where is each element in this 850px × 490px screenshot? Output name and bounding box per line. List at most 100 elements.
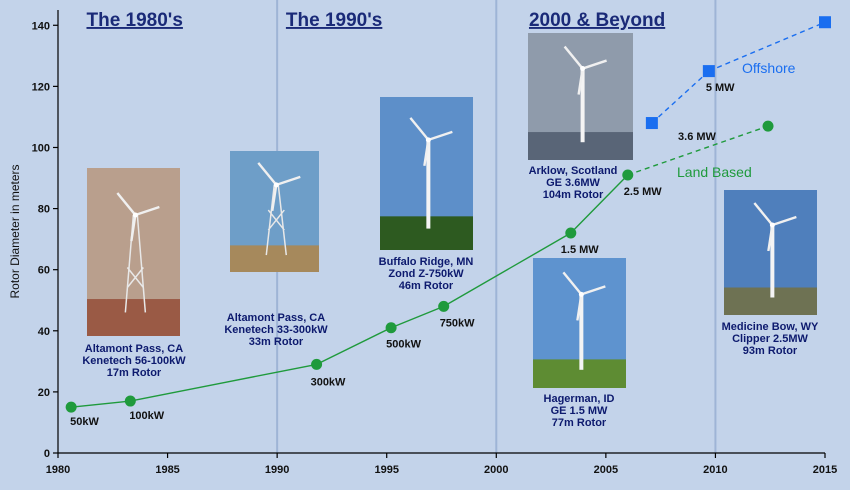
photo-caption-line: 93m Rotor	[743, 345, 798, 357]
era-titles: The 1980's The 1990's 2000 & Beyond	[86, 10, 665, 31]
data-point-label: 50kW	[70, 416, 99, 428]
y-tick-label: 20	[38, 387, 50, 399]
y-tick-label: 120	[32, 81, 50, 93]
photo-caption-line: Clipper 2.5MW	[732, 333, 808, 345]
photo-caption-line: 46m Rotor	[399, 280, 454, 292]
era-title-1: The 1990's	[286, 10, 382, 31]
photo-caption-line: 77m Rotor	[552, 417, 607, 429]
data-point-label: 5 MW	[706, 82, 735, 94]
series-segment	[130, 363, 317, 402]
photo-caption-line: Buffalo Ridge, MN	[379, 256, 474, 268]
y-tick-label: 100	[32, 142, 50, 154]
x-tick-label: 2000	[484, 464, 508, 476]
turbine-tower	[124, 214, 147, 313]
series-segment	[627, 125, 769, 176]
photo-ground	[230, 245, 319, 272]
y-tick-label: 80	[38, 204, 50, 216]
series-segment	[71, 400, 131, 408]
data-point-marker	[819, 16, 831, 29]
y-tick-label: 60	[38, 265, 50, 277]
data-point-marker	[565, 227, 577, 239]
turbine-blades	[409, 117, 453, 167]
data-point-label: 3.6 MW	[678, 131, 717, 143]
data-point-marker	[438, 300, 450, 312]
photo-caption-line: GE 3.6MW	[546, 177, 600, 189]
data-point-label: 1.5 MW	[561, 244, 600, 256]
photo-caption-line: Altamont Pass, CA	[227, 312, 325, 324]
turbine-blades	[257, 162, 301, 212]
data-point-label: 100kW	[129, 410, 164, 422]
data-point-marker	[622, 169, 634, 181]
turbine-hub	[578, 291, 584, 297]
turbine-hub	[132, 212, 138, 218]
x-tick-label: 2010	[703, 464, 727, 476]
turbine-tower	[426, 139, 431, 229]
turbine-blades	[563, 45, 607, 95]
axes: 0 20 40 60 80 100 120 140 1980 1985 1990 1995 2000 20…	[8, 10, 837, 476]
turbine-hub	[425, 137, 431, 143]
turbine-hub	[769, 222, 775, 228]
turbine-tower	[580, 68, 585, 143]
data-point-label: 300kW	[311, 376, 346, 388]
series-segment	[570, 174, 629, 234]
series-offshore: 5 MW	[645, 16, 831, 130]
data-point-label: 750kW	[440, 317, 475, 329]
x-tick-label: 1985	[155, 464, 179, 476]
data-point-marker	[645, 117, 658, 130]
turbine-blades	[753, 202, 797, 252]
data-point-marker	[65, 401, 77, 413]
photo-caption-line: Arklow, Scotland	[529, 165, 618, 177]
data-point-label: 2.5 MW	[624, 186, 663, 198]
y-axis-title: Rotor Diameter in meters	[8, 164, 22, 298]
era-title-0: The 1980's	[86, 10, 182, 31]
turbine-hub	[580, 66, 586, 72]
data-point-marker	[311, 358, 323, 370]
x-tick-label: 2015	[813, 464, 837, 476]
photo-caption-line: GE 1.5 MW	[551, 405, 608, 417]
y-tick-label: 0	[44, 448, 50, 460]
y-tick-label: 140	[32, 20, 50, 32]
data-point-marker	[124, 395, 136, 407]
x-tick-label: 1990	[265, 464, 289, 476]
series-land-based: 50kW 100kW 300kW 500kW 750kW 1.5 MW 2.5 MW 3.6 …	[65, 120, 774, 428]
photo-caption-line: Kenetech 56-100kW	[82, 355, 186, 367]
photo-caption-line: Medicine Bow, WY	[722, 321, 819, 333]
turbine-tower	[770, 225, 775, 298]
x-tick-label: 1995	[374, 464, 398, 476]
series-labels: Land Based Offshore	[677, 60, 796, 180]
series-segment	[708, 21, 826, 72]
x-tick-label: 2005	[594, 464, 618, 476]
series-layer: 50kW 100kW 300kW 500kW 750kW 1.5 MW 2.5 MW 3.6 …	[65, 16, 831, 428]
data-point-label: 500kW	[386, 339, 421, 351]
photo-caption-line: Zond Z-750kW	[388, 268, 464, 280]
turbine-tower	[265, 184, 288, 256]
turbine-blades	[116, 192, 160, 242]
photo-caption-line: Hagerman, ID	[544, 393, 615, 405]
photo-caption-line: 104m Rotor	[543, 189, 604, 201]
photo-ground	[528, 132, 633, 160]
data-point-marker	[762, 120, 774, 132]
series-segment	[651, 70, 710, 124]
y-tick-label: 40	[38, 326, 50, 338]
series-label-land-based: Land Based	[677, 164, 752, 180]
era-title-2: 2000 & Beyond	[529, 10, 665, 31]
series-segment	[390, 305, 444, 329]
x-tick-label: 1980	[46, 464, 70, 476]
series-segment	[443, 232, 572, 307]
data-point-marker	[385, 322, 397, 334]
photo-caption-line: Kenetech 33-300kW	[224, 324, 328, 336]
photo-caption-line: 33m Rotor	[249, 336, 304, 348]
series-segment	[316, 327, 392, 366]
photo-caption-line: 17m Rotor	[107, 367, 162, 379]
turbine-blades	[562, 271, 606, 321]
turbine-hub	[273, 182, 279, 188]
series-label-offshore: Offshore	[742, 60, 796, 76]
